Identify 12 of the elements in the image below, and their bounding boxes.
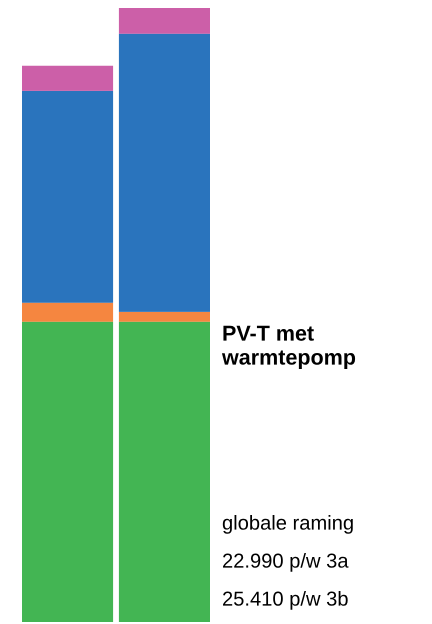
bar	[22, 90, 114, 303]
text: PV-T met warmtepomp	[222, 326, 356, 370]
bar	[118, 8, 210, 34]
text: globale raming	[222, 515, 353, 534]
bar	[118, 322, 210, 622]
bar	[118, 312, 210, 322]
bar	[118, 34, 210, 312]
bar	[22, 322, 114, 622]
text: 25.410 p/w 3b	[223, 591, 348, 610]
bar	[22, 302, 114, 322]
bar	[22, 66, 114, 91]
text: 22.990 p/w 3a	[223, 553, 349, 572]
